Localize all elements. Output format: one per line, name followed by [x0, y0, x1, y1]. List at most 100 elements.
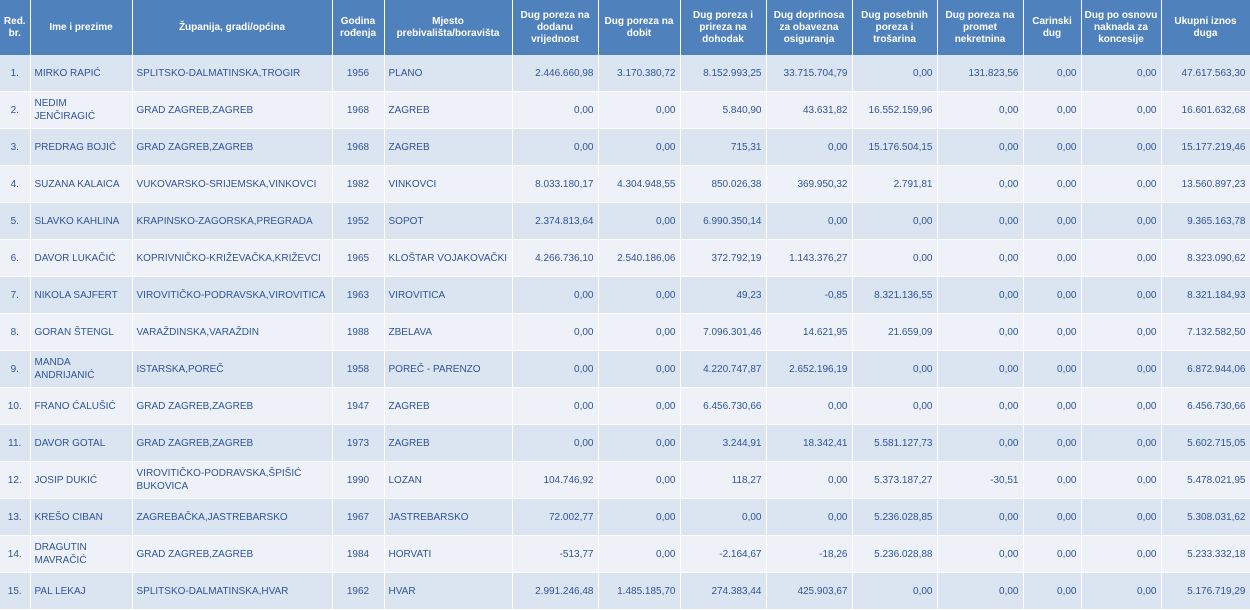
cell-excise-debt: 15.176.504,15 — [852, 128, 938, 166]
cell-rank: 4. — [0, 165, 31, 203]
col-header-county: Županija, gradi/općina — [132, 0, 333, 55]
cell-income-tax-debt: 372.792,19 — [680, 239, 767, 277]
cell-birth-year: 1947 — [332, 387, 385, 425]
cell-vat-debt: 0,00 — [512, 128, 599, 166]
cell-county: VIROVITIČKO-PODRAVSKA,ŠPIŠIĆ BUKOVICA — [132, 461, 333, 499]
cell-residence: LOZAN — [384, 461, 513, 499]
col-header-property-tax-debt: Dug poreza na promet nekretnina — [937, 0, 1024, 55]
cell-excise-debt: 16.552.159,96 — [852, 91, 938, 129]
cell-property-tax-debt: -30,51 — [937, 461, 1024, 499]
cell-profit-tax-debt: 3.170.380,72 — [598, 55, 681, 92]
cell-residence: VINKOVCI — [384, 165, 513, 203]
cell-contributions-debt: 0,00 — [766, 461, 853, 499]
cell-rank: 9. — [0, 350, 31, 388]
col-header-profit-tax-debt: Dug poreza na dobit — [598, 0, 681, 55]
cell-customs-debt: 0,00 — [1023, 498, 1082, 536]
cell-contributions-debt: 14.621,95 — [766, 313, 853, 351]
cell-name: DAVOR LUKAČIĆ — [30, 239, 133, 277]
cell-name: DRAGUTIN MAVRAČIĆ — [30, 535, 133, 573]
cell-income-tax-debt: 274.383,44 — [680, 572, 767, 610]
cell-excise-debt: 5.581.127,73 — [852, 424, 938, 462]
cell-income-tax-debt: 6.456.730,66 — [680, 387, 767, 425]
cell-vat-debt: 0,00 — [512, 313, 599, 351]
cell-concession-debt: 0,00 — [1081, 387, 1162, 425]
cell-county: GRAD ZAGREB,ZAGREB — [132, 128, 333, 166]
cell-excise-debt: 21.659,09 — [852, 313, 938, 351]
cell-profit-tax-debt: 2.540.186,06 — [598, 239, 681, 277]
cell-birth-year: 1988 — [332, 313, 385, 351]
cell-concession-debt: 0,00 — [1081, 55, 1162, 92]
col-header-residence: Mjesto prebivališta/boravišta — [384, 0, 513, 55]
cell-customs-debt: 0,00 — [1023, 461, 1082, 499]
cell-total-debt: 47.617.563,30 — [1161, 55, 1250, 92]
cell-excise-debt: 8.321.136,55 — [852, 276, 938, 314]
cell-name: NIKOLA SAJFERT — [30, 276, 133, 314]
cell-excise-debt: 2.791,81 — [852, 165, 938, 203]
cell-birth-year: 1952 — [332, 202, 385, 240]
table-row: 9. MANDA ANDRIJANIĆ ISTARSKA,POREČ 1958 PORE… — [0, 350, 1250, 388]
cell-contributions-debt: 33.715.704,79 — [766, 55, 853, 92]
cell-customs-debt: 0,00 — [1023, 128, 1082, 166]
cell-concession-debt: 0,00 — [1081, 350, 1162, 388]
cell-birth-year: 1984 — [332, 535, 385, 573]
cell-property-tax-debt: 0,00 — [937, 239, 1024, 277]
cell-concession-debt: 0,00 — [1081, 313, 1162, 351]
cell-vat-debt: 0,00 — [512, 387, 599, 425]
cell-county: GRAD ZAGREB,ZAGREB — [132, 91, 333, 129]
cell-name: MANDA ANDRIJANIĆ — [30, 350, 133, 388]
cell-contributions-debt: 369.950,32 — [766, 165, 853, 203]
cell-excise-debt: 5.236.028,85 — [852, 498, 938, 536]
cell-property-tax-debt: 0,00 — [937, 387, 1024, 425]
cell-property-tax-debt: 0,00 — [937, 498, 1024, 536]
col-header-birth-year: Godina rođenja — [332, 0, 385, 55]
cell-total-debt: 5.176.719,29 — [1161, 572, 1250, 610]
table-row: 12. JOSIP DUKIĆ VIROVITIČKO-PODRAVSKA,ŠPIŠ… — [0, 461, 1250, 499]
cell-total-debt: 7.132.582,50 — [1161, 313, 1250, 351]
cell-customs-debt: 0,00 — [1023, 55, 1082, 92]
cell-residence: JASTREBARSKO — [384, 498, 513, 536]
cell-income-tax-debt: -2.164,67 — [680, 535, 767, 573]
table-row: 11. DAVOR GOTAL GRAD ZAGREB,ZAGREB 1973 ZAGR… — [0, 424, 1250, 462]
cell-excise-debt: 0,00 — [852, 572, 938, 610]
table-row: 8. GORAN ŠTENGL VARAŽDINSKA,VARAŽDIN 1988 ZB… — [0, 313, 1250, 351]
cell-customs-debt: 0,00 — [1023, 165, 1082, 203]
cell-rank: 13. — [0, 498, 31, 536]
cell-total-debt: 5.478.021,95 — [1161, 461, 1250, 499]
cell-total-debt: 8.321.184,93 — [1161, 276, 1250, 314]
cell-rank: 10. — [0, 387, 31, 425]
table-row: 10. FRANO ĆALUŠIĆ GRAD ZAGREB,ZAGREB 1947 ZA… — [0, 387, 1250, 425]
col-header-concession-debt: Dug po osnovu naknada za koncesije — [1081, 0, 1162, 55]
cell-residence: ZAGREB — [384, 128, 513, 166]
cell-income-tax-debt: 8.152.993,25 — [680, 55, 767, 92]
cell-income-tax-debt: 4.220.747,87 — [680, 350, 767, 388]
cell-customs-debt: 0,00 — [1023, 572, 1082, 610]
cell-county: KOPRIVNIČKO-KRIŽEVAČKA,KRIŽEVCI — [132, 239, 333, 277]
cell-concession-debt: 0,00 — [1081, 239, 1162, 277]
col-header-name: Ime i prezime — [30, 0, 133, 55]
cell-income-tax-debt: 3.244,91 — [680, 424, 767, 462]
cell-total-debt: 8.323.090,62 — [1161, 239, 1250, 277]
cell-profit-tax-debt: 0,00 — [598, 535, 681, 573]
cell-rank: 7. — [0, 276, 31, 314]
cell-income-tax-debt: 850.026,38 — [680, 165, 767, 203]
table-row: 3. PREDRAG BOJIĆ GRAD ZAGREB,ZAGREB 1968 ZAG… — [0, 128, 1250, 166]
cell-income-tax-debt: 5.840,90 — [680, 91, 767, 129]
cell-profit-tax-debt: 0,00 — [598, 276, 681, 314]
cell-birth-year: 1968 — [332, 91, 385, 129]
cell-residence: POREČ - PARENZO — [384, 350, 513, 388]
cell-concession-debt: 0,00 — [1081, 535, 1162, 573]
cell-contributions-debt: 0,00 — [766, 387, 853, 425]
cell-contributions-debt: 0,00 — [766, 202, 853, 240]
col-header-rank: Red. br. — [0, 0, 31, 55]
cell-total-debt: 16.601.632,68 — [1161, 91, 1250, 129]
cell-profit-tax-debt: 0,00 — [598, 461, 681, 499]
col-header-customs-debt: Carinski dug — [1023, 0, 1082, 55]
cell-property-tax-debt: 0,00 — [937, 91, 1024, 129]
cell-birth-year: 1968 — [332, 128, 385, 166]
col-header-income-tax-debt: Dug poreza i prireza na dohodak — [680, 0, 767, 55]
cell-county: ISTARSKA,POREČ — [132, 350, 333, 388]
cell-vat-debt: 0,00 — [512, 276, 599, 314]
cell-total-debt: 15.177.219,46 — [1161, 128, 1250, 166]
col-header-excise-debt: Dug posebnih poreza i trošarina — [852, 0, 938, 55]
cell-contributions-debt: 2.652.196,19 — [766, 350, 853, 388]
